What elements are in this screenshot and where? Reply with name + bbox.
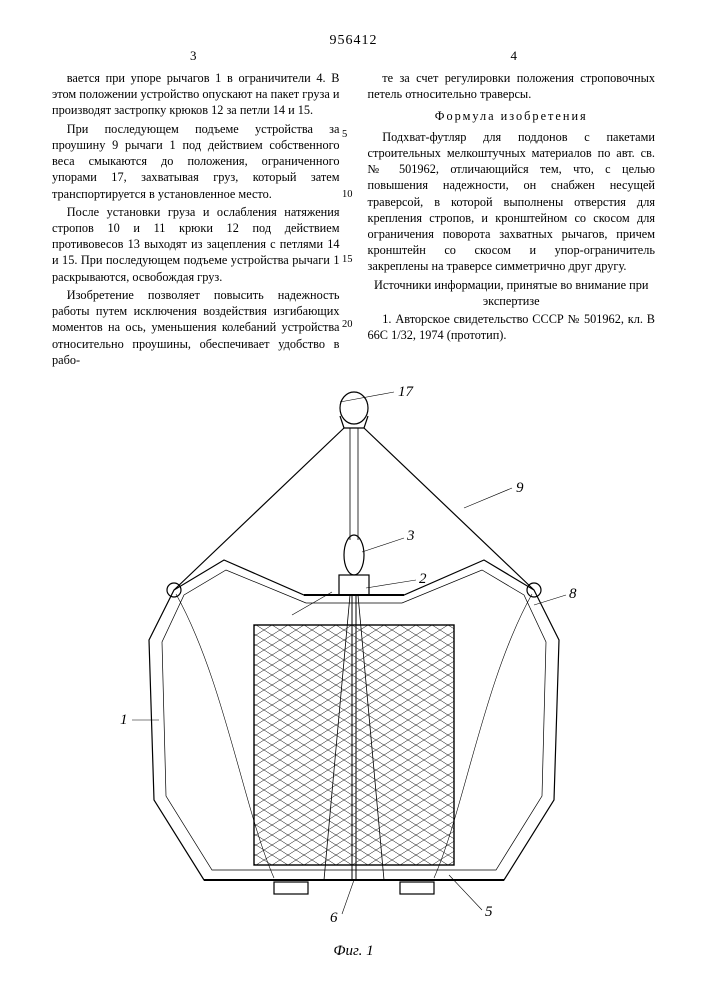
paragraph: Изобретение позволяет повысить надежност… [52,287,340,368]
bracket [339,575,369,595]
ref-8: 9 [516,480,524,496]
source-item: 1. Авторское свидетельство СССР № 501962… [368,311,656,343]
claim-text: Подхват-футляр для поддонов с пакетами с… [368,129,656,275]
paragraph: те за счет регулировки положения стропов… [368,70,656,102]
page-number-right: 4 [511,47,518,64]
document-number: 956412 [0,32,707,50]
paragraph: При последующем подъеме устройства за пр… [52,121,340,202]
figure-svg: 17 9 3 2 8 1 5 6 [104,380,604,940]
text-columns: вается при упоре рычагов 1 в ограничител… [52,70,655,370]
pallet-foot [274,882,308,894]
sling-right [364,428,534,590]
ref-6: 6 [330,910,338,926]
sources-title: Источники информации, принятые во вниман… [368,277,656,309]
pallet-foot [400,882,434,894]
ref-7: 8 [569,586,577,602]
ref-5: 5 [485,904,493,920]
ref-2: 2 [419,571,427,587]
load-package [254,625,454,865]
sling-left [174,428,344,590]
ref-9: 17 [398,384,415,400]
ref-1: 1 [120,712,128,728]
figure-1: 17 9 3 2 8 1 5 6 Фиг. 1 [0,380,707,962]
ref-3: 3 [406,528,415,544]
claim-title: Формула изобретения [368,108,656,124]
center-link [344,535,364,575]
eye-base [340,416,368,428]
lifting-eye [340,392,368,424]
page-number-left: 3 [190,47,197,64]
figure-caption: Фиг. 1 [0,942,707,962]
column-left: вается при упоре рычагов 1 в ограничител… [52,70,340,370]
paragraph: После установки груза и ослабления натяж… [52,204,340,285]
paragraph: вается при упоре рычагов 1 в ограничител… [52,70,340,119]
column-right: те за счет регулировки положения стропов… [368,70,656,370]
